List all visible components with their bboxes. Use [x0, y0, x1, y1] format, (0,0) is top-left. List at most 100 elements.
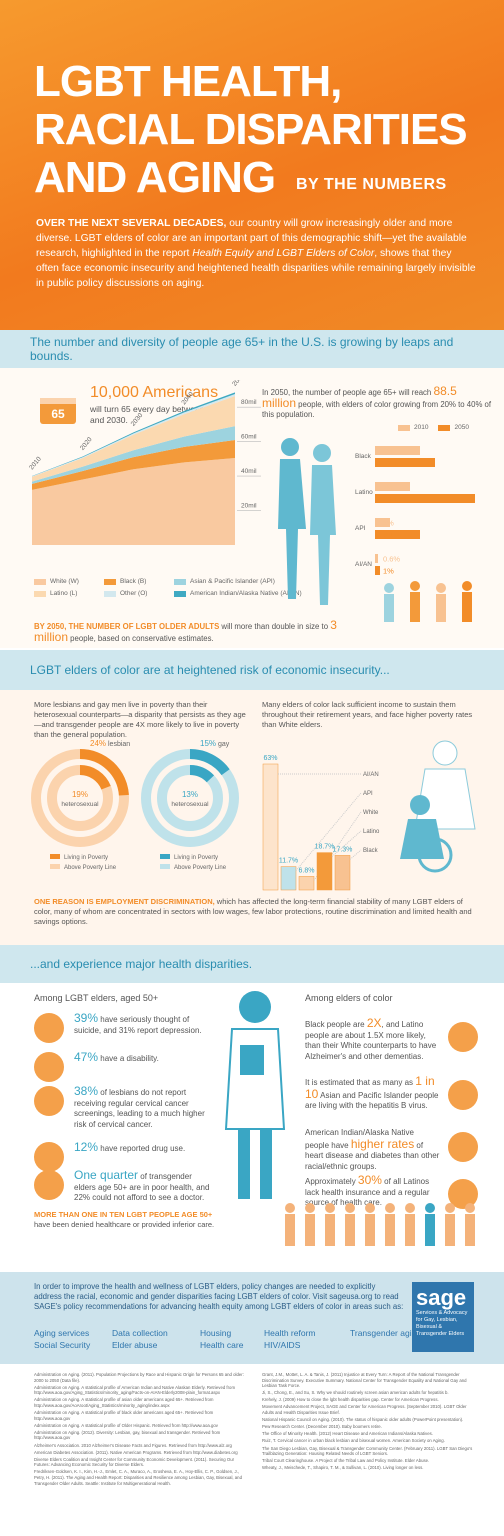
column-heading: Among LGBT elders, aged 50+: [34, 993, 159, 1003]
figure: [436, 583, 446, 593]
bar: [316, 852, 333, 891]
ring-label: heterosexual: [61, 801, 99, 808]
x-tick-label: 2030: [130, 412, 145, 428]
legend-swatch: [398, 424, 410, 431]
ring-arc: [79, 749, 129, 796]
text: In 2050, the number of people age 65+ wi…: [262, 388, 434, 397]
legend-label: White (W): [50, 578, 79, 585]
figure: [405, 1203, 415, 1213]
icon: [34, 1086, 64, 1116]
figure: [345, 1203, 355, 1213]
leader: [349, 849, 362, 860]
figure: [281, 438, 299, 456]
value-label: 19%: [72, 790, 88, 799]
value-label: 24%: [90, 740, 106, 748]
area-chart: 20mil 40mil 60mil 80mil 2010 2020 2030 2040 2050: [28, 380, 261, 545]
legend-item: Black (B): [104, 578, 174, 585]
figure: [310, 465, 336, 605]
reference: Administration on Aging. A statistical p…: [34, 1397, 214, 1408]
figure: [445, 1203, 455, 1213]
section-heading: LGBT elders of color are at heightened r…: [0, 650, 504, 690]
ring-label: gay: [218, 741, 230, 748]
reference: Administration on Aging. A statistical p…: [34, 1410, 214, 1421]
intro-report: Health Equity and LGBT Elders of Color: [192, 248, 375, 259]
ring-arc: [189, 765, 215, 783]
text: have been denied healthcare or provided …: [34, 1220, 215, 1229]
figure: [224, 1028, 286, 1130]
health-item: Black people are 2X, and Latino people a…: [305, 1016, 440, 1062]
x-tick-label: 2050: [231, 380, 246, 388]
value-label: 17.3%: [333, 846, 353, 853]
reference: Administration on Aging. (2011). Populat…: [34, 1372, 244, 1383]
x-tick-label: 2040: [180, 390, 195, 406]
value-label: 0.6%: [383, 555, 400, 564]
x-tick-label: 2010: [28, 455, 43, 471]
bar: [334, 855, 351, 891]
highlight: 12%: [74, 1140, 99, 1154]
title-line: LGBT HEALTH,: [34, 57, 342, 106]
text: which has affected the long-term financi…: [34, 897, 472, 926]
figure: [462, 592, 472, 622]
category-label: White: [363, 810, 379, 816]
intro-text: , shows that they often face economic in…: [36, 248, 476, 289]
title-line: RACIAL DISPARITIES: [34, 105, 468, 154]
legend-item: White (W): [34, 578, 104, 585]
legend-swatch: [104, 590, 116, 597]
title-line: AND AGING: [34, 153, 276, 202]
reference: Movement Advancement Project, SAGE and C…: [262, 1404, 467, 1416]
value-label: 3%: [383, 519, 394, 528]
figure: [384, 594, 394, 622]
figure: [260, 1129, 272, 1199]
legend-label: Living in Poverty: [64, 855, 108, 861]
highlight: 2X: [366, 1016, 382, 1030]
bar: [375, 530, 420, 539]
value-label: 9%: [383, 531, 394, 540]
logo-text: Services & Advocacy for Gay, Lesbian, Bi…: [416, 1310, 468, 1337]
category-label: API: [363, 791, 373, 797]
area: [32, 392, 235, 477]
highlight: 1 in 10: [305, 1074, 435, 1101]
people-row: [285, 1203, 475, 1246]
reference: Tribal Court Clearinghouse. A Project of…: [262, 1458, 430, 1464]
text: of all Latinos lack health insurance and…: [305, 1177, 430, 1207]
reference: American Diabetes Association. (2011). N…: [34, 1449, 238, 1455]
x-tick-label: 2020: [79, 436, 94, 452]
policy-link: HIV/AIDS: [264, 1340, 301, 1350]
value-label: 11.7%: [279, 858, 298, 865]
legend-label: Latino (L): [50, 590, 78, 597]
value-label: 6.8%: [299, 867, 315, 874]
logo-word: sage: [416, 1285, 467, 1310]
ring-label: heterosexual: [171, 801, 209, 808]
bar: [375, 446, 420, 455]
figure: [325, 1214, 335, 1246]
value-label: 7%: [383, 483, 394, 492]
y-tick-label: 60mil: [241, 434, 257, 441]
bar: [262, 763, 279, 891]
intro-text: our country will grow increasingly older…: [36, 218, 467, 259]
figure: [305, 1203, 315, 1213]
category-label: Latino: [355, 489, 373, 496]
legend-label: Other (O): [120, 590, 148, 597]
value-label: 15%: [200, 740, 216, 748]
legend-item: Asian & Pacific Islander (API): [174, 578, 324, 585]
legend-label: Asian & Pacific Islander (API): [190, 578, 275, 585]
icon: [34, 1052, 64, 1082]
figure: [313, 444, 331, 462]
legend-swatch: [160, 864, 170, 869]
note: ONE REASON IS EMPLOYMENT DISCRIMINATION,…: [34, 897, 474, 927]
reference: Pew Research Center. (December 2010). Ba…: [262, 1424, 382, 1430]
legend-swatch: [160, 854, 170, 859]
legend-swatch: [174, 590, 186, 597]
value-label: 9%: [383, 447, 394, 456]
area: [32, 426, 235, 484]
bar: [375, 518, 390, 527]
wheelchair: [417, 837, 453, 873]
figure: [465, 1203, 475, 1213]
legend-swatch: [34, 590, 46, 597]
figure: [325, 1203, 335, 1213]
text: people, based on conservative estimates.: [68, 634, 214, 643]
reference: Ruiz, T. Cervical cancer in urban black …: [262, 1438, 445, 1444]
reference: National Hispanic Council on Aging. (201…: [262, 1417, 464, 1423]
legend-swatch: [50, 864, 60, 869]
